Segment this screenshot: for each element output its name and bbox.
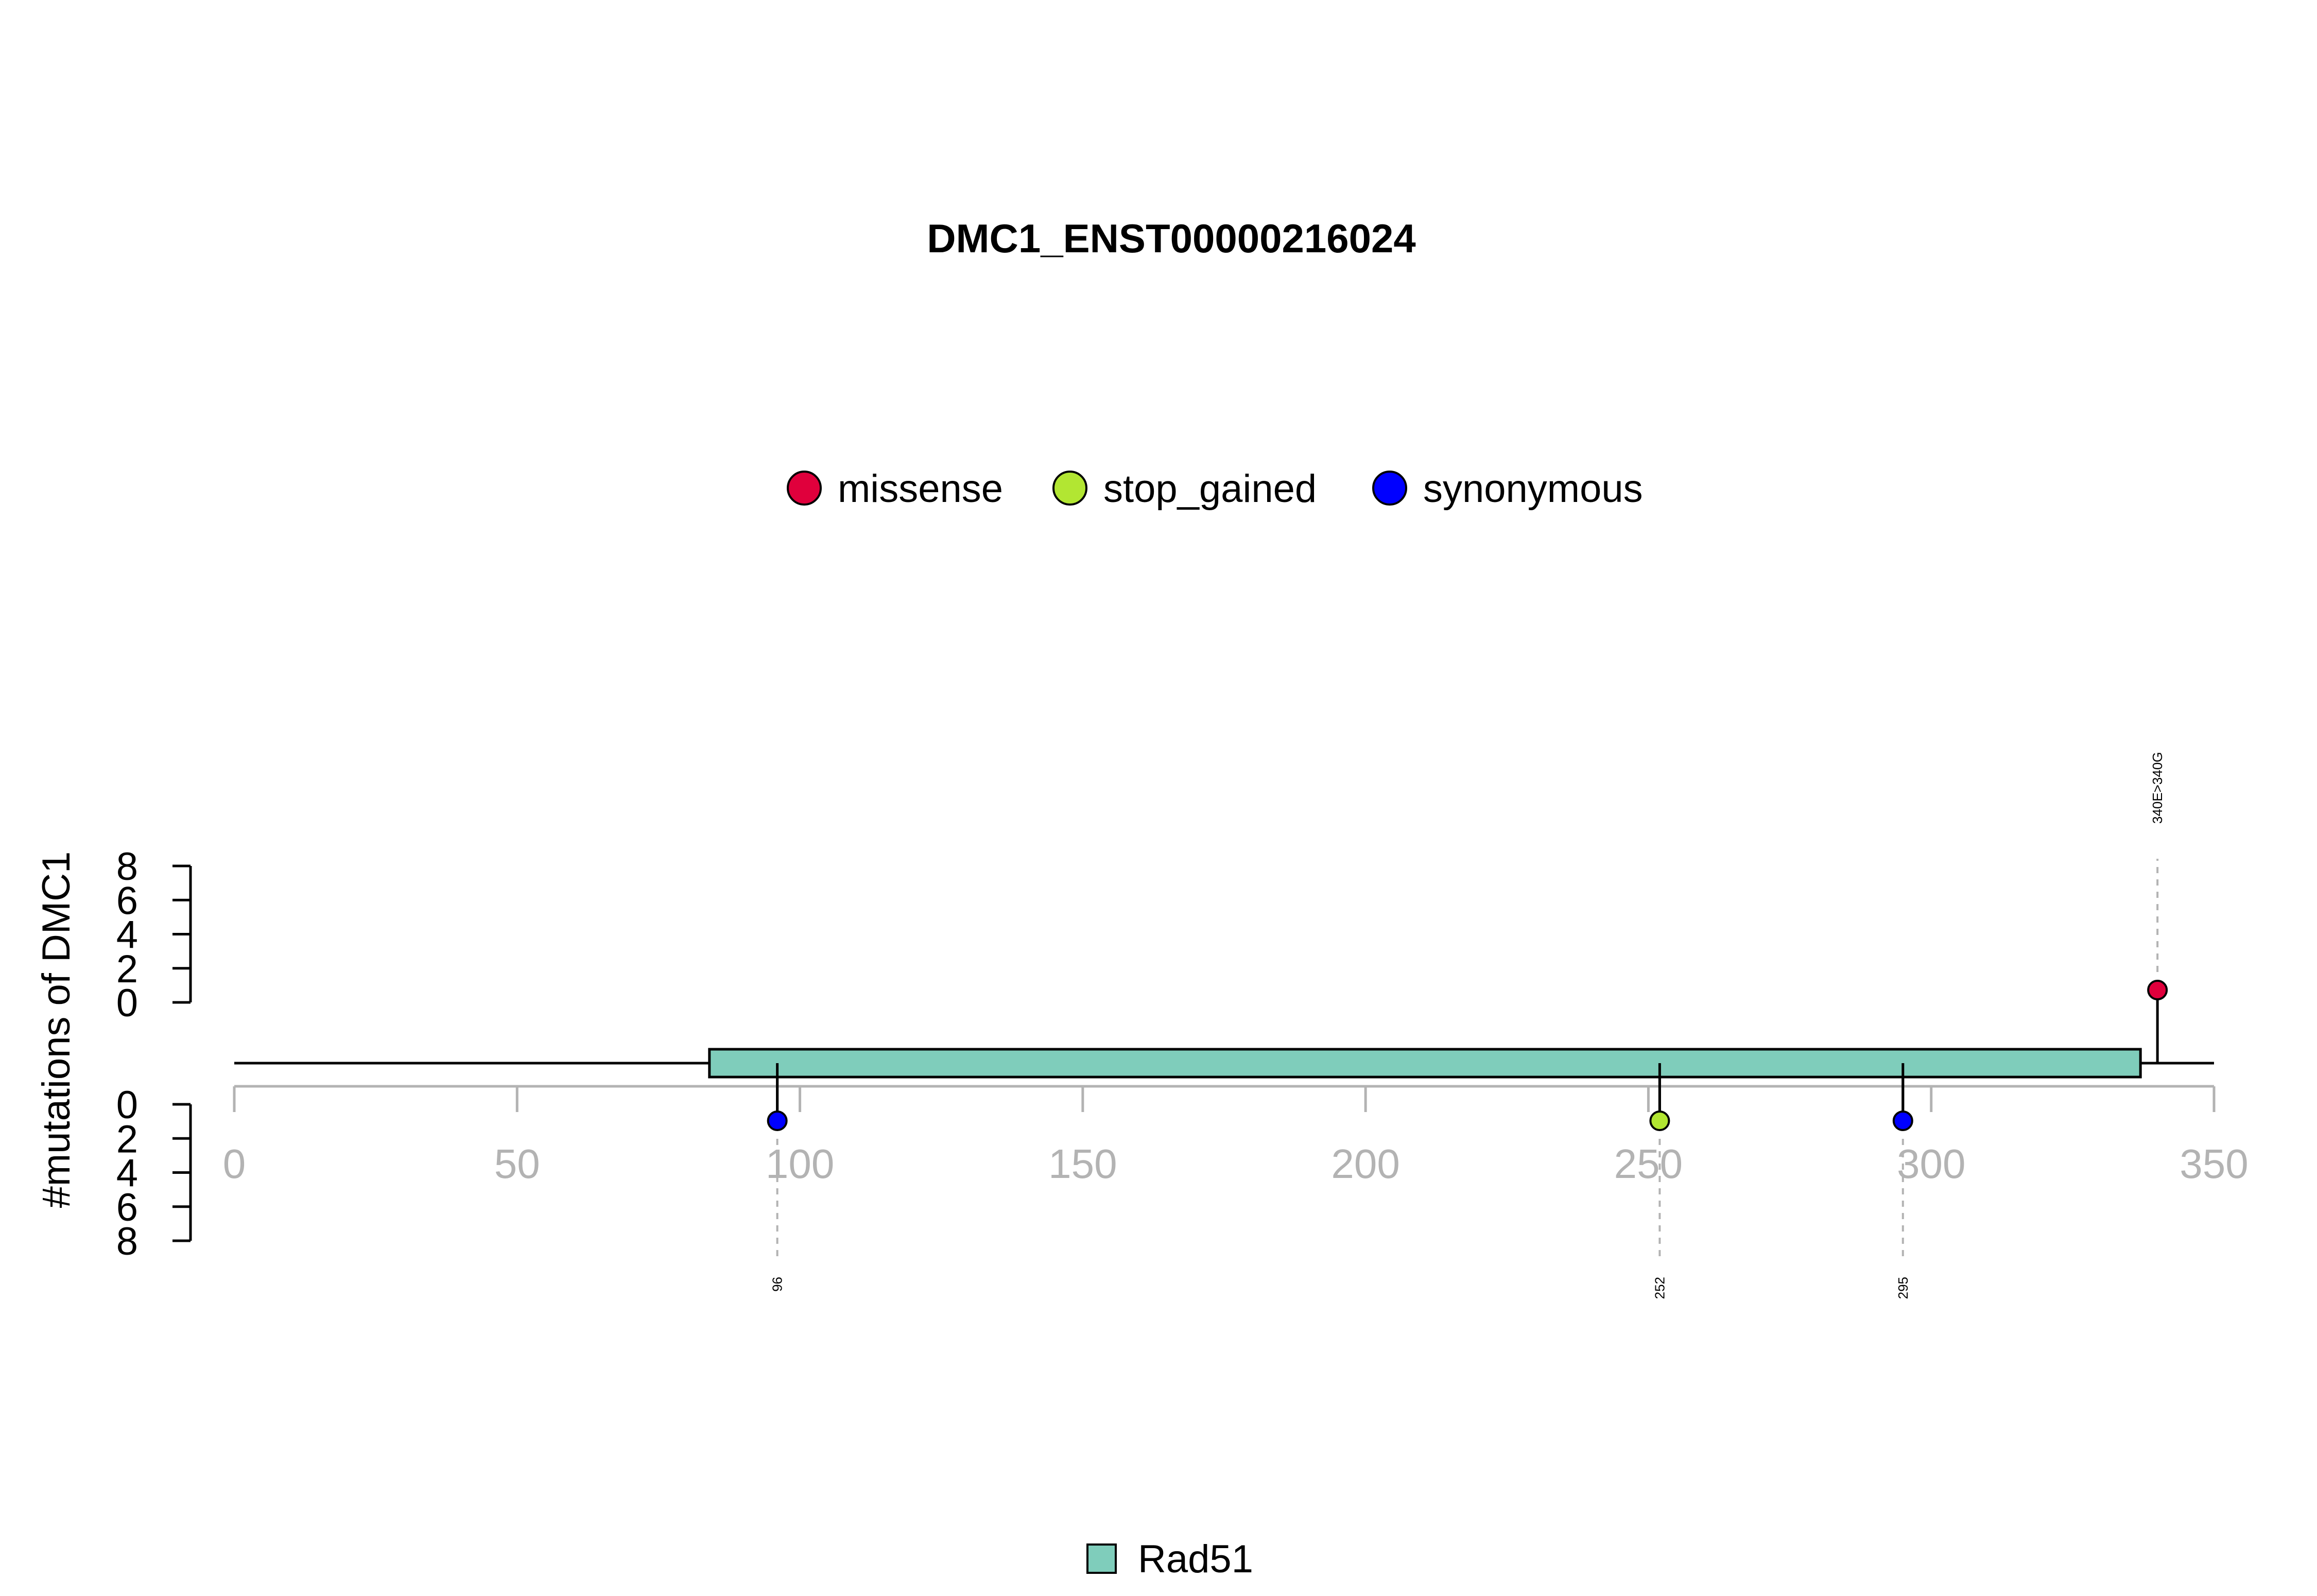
legend-label-stop_gained: stop_gained [1103,467,1317,511]
legend-label-rad51: Rad51 [1138,1537,1253,1581]
x-tick-label-250: 250 [1614,1141,1683,1187]
protein-domains [708,1048,2142,1112]
mutation-label-295: 295 [1895,1277,1911,1299]
mutation-points [767,980,2168,1131]
legend-marker-synonymous [1372,471,1407,506]
mutation-point-340 [2147,980,2168,1000]
mutation-type-legend: missense stop_gained synonymous [787,467,1643,511]
domain-rad51 [708,1048,2142,1079]
x-tick-label-200: 200 [1331,1141,1399,1187]
x-tick-label-150: 150 [1048,1141,1117,1187]
x-axis: 0 50 100 150 200 250 300 350 [223,1085,2249,1187]
y-bottom-tick-label-2: 2 [116,1117,138,1161]
legend-label-missense: missense [838,467,1003,511]
y-top-tick-label-0: 0 [116,981,138,1025]
y-top-tick-label-4: 4 [116,913,138,957]
y-top-tick-label-8: 8 [116,845,138,889]
mutation-point-96 [767,1111,788,1131]
chart-title: DMC1_ENST00000216024 [927,216,1416,261]
domain-legend: Rad51 [1086,1537,1253,1581]
y-axis-label: #mutations of DMC1 [34,852,78,1208]
legend-marker-missense [787,471,822,506]
legend-marker-rad51 [1086,1543,1117,1574]
y-top-tick-label-2: 2 [116,947,138,991]
mutation-stems: 340E>340G 96 252 295 [770,752,2166,1299]
x-tick-label-100: 100 [766,1141,834,1187]
legend-marker-stop_gained [1052,471,1087,506]
mutation-point-295 [1892,1111,1913,1131]
y-top-tick-label-6: 6 [116,879,138,923]
x-tick-label-350: 350 [2180,1141,2248,1187]
x-tick-label-0: 0 [223,1141,246,1187]
mutation-label-340: 340E>340G [2150,752,2165,824]
mutation-label-252: 252 [1652,1277,1667,1299]
mutation-label-96: 96 [770,1277,785,1292]
mutation-point-252 [1649,1111,1670,1131]
y-bottom-tick-label-0: 0 [116,1083,138,1127]
y-bottom-tick-label-4: 4 [116,1152,138,1195]
x-tick-label-300: 300 [1897,1141,1965,1187]
legend-label-synonymous: synonymous [1423,467,1643,511]
x-tick-label-50: 50 [494,1141,540,1187]
y-bottom-tick-label-8: 8 [116,1220,138,1263]
y-bottom-tick-label-6: 6 [116,1186,138,1229]
